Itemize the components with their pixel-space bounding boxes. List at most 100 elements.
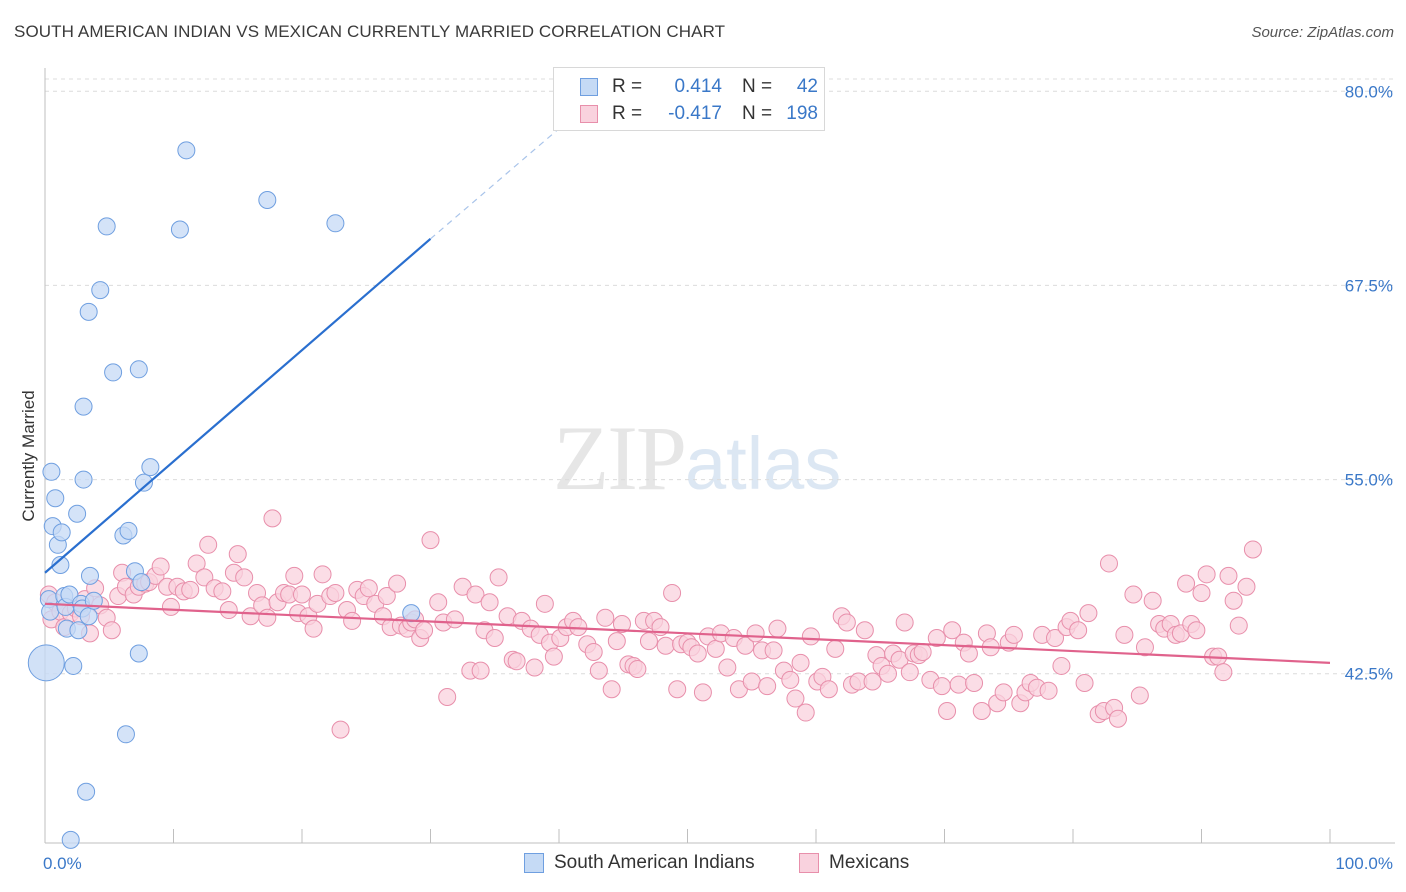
mexicans-point bbox=[326, 583, 345, 602]
mexicans-point bbox=[151, 557, 170, 576]
south-american-indians-point bbox=[68, 504, 87, 523]
south-american-indians-point bbox=[74, 397, 93, 416]
legend-item-mexicans[interactable]: Mexicans bbox=[799, 852, 909, 874]
mexicans-point bbox=[377, 587, 396, 606]
r-value: -0.417 bbox=[668, 103, 722, 124]
y-tick-label: 67.5% bbox=[1345, 276, 1393, 295]
legend-swatch-pink bbox=[580, 105, 598, 123]
mexicans-point bbox=[1004, 625, 1023, 644]
mexicans-point bbox=[628, 660, 647, 679]
mexicans-point bbox=[480, 593, 499, 612]
mexicans-point bbox=[791, 653, 810, 672]
mexicans-point bbox=[525, 658, 544, 677]
mexicans-point bbox=[994, 683, 1013, 702]
south-american-indians-point bbox=[41, 602, 60, 621]
mexicans-point bbox=[313, 565, 332, 584]
south-american-indians-point bbox=[119, 521, 138, 540]
mexicans-point bbox=[612, 615, 631, 634]
legend-row-mexicans: R = -0.417 N = 198 bbox=[554, 101, 818, 127]
r-label: R = bbox=[612, 76, 643, 97]
mexicans-point bbox=[589, 661, 608, 680]
mexicans-point bbox=[285, 566, 304, 585]
mexicans-point bbox=[1124, 585, 1143, 604]
south-american-indians-point bbox=[97, 217, 116, 236]
n-label: N = bbox=[742, 103, 773, 124]
mexicans-point bbox=[656, 636, 675, 655]
mexicans-point bbox=[949, 675, 968, 694]
south-american-indians-point bbox=[170, 220, 189, 239]
mexicans-point bbox=[228, 545, 247, 564]
mexicans-point bbox=[913, 642, 932, 661]
south-american-indians-points bbox=[27, 141, 421, 849]
mexicans-point bbox=[258, 608, 277, 627]
mexicans-point bbox=[235, 568, 254, 587]
mexicans-point bbox=[535, 594, 554, 613]
legend-label: South American Indians bbox=[554, 852, 755, 873]
mexicans-point bbox=[1046, 628, 1065, 647]
mexicans-point bbox=[1243, 540, 1262, 559]
mexicans-point bbox=[415, 621, 434, 640]
mexicans-point bbox=[438, 688, 457, 707]
mexicans-point bbox=[972, 701, 991, 720]
mexicans-point bbox=[1069, 621, 1088, 640]
source-label: Source: ZipAtlas.com bbox=[1251, 24, 1394, 41]
mexicans-point bbox=[1229, 616, 1248, 635]
mexicans-point bbox=[938, 701, 957, 720]
mexicans-point bbox=[781, 670, 800, 689]
south-american-indians-trendline-extension bbox=[430, 128, 560, 240]
mexicans-point bbox=[796, 703, 815, 722]
mexicans-point bbox=[471, 661, 490, 680]
watermark-atlas: atlas bbox=[685, 422, 842, 505]
mexicans-point bbox=[663, 583, 682, 602]
axes bbox=[44, 68, 1395, 844]
south-american-indians-point bbox=[79, 302, 98, 321]
mexicans-point bbox=[1219, 566, 1238, 585]
mexicans-point bbox=[1197, 565, 1216, 584]
south-american-indians-point bbox=[258, 191, 277, 210]
south-american-indians-trendline bbox=[44, 238, 432, 574]
south-american-indians-point bbox=[80, 566, 99, 585]
mexicans-point bbox=[863, 672, 882, 691]
mexicans-point bbox=[1052, 656, 1071, 675]
mexicans-point bbox=[1115, 625, 1134, 644]
mexicans-point bbox=[764, 641, 783, 660]
mexicans-point bbox=[959, 644, 978, 663]
mexicans-point bbox=[1108, 709, 1127, 728]
y-axis-label: Currently Married bbox=[19, 390, 38, 521]
mexicans-point bbox=[786, 689, 805, 708]
south-american-indians-point bbox=[69, 621, 88, 640]
south-american-indians-point bbox=[61, 830, 80, 849]
mexicans-points bbox=[39, 509, 1262, 739]
mexicans-point bbox=[596, 608, 615, 627]
mexicans-point bbox=[421, 531, 440, 550]
mexicans-point bbox=[688, 644, 707, 663]
south-american-indians-point bbox=[42, 462, 61, 481]
mexicans-point bbox=[161, 597, 180, 616]
mexicans-point bbox=[746, 624, 765, 643]
mexicans-point bbox=[1075, 674, 1094, 693]
mexicans-point bbox=[1224, 591, 1243, 610]
mexicans-point bbox=[507, 652, 526, 671]
south-american-indians-point bbox=[129, 644, 148, 663]
watermark-zip: ZIP bbox=[553, 407, 687, 509]
south-american-indians-point bbox=[326, 214, 345, 233]
series-legend: South American Indians Mexicans bbox=[0, 852, 1406, 878]
legend-row-south-american-indians: R = 0.414 N = 42 bbox=[554, 74, 818, 100]
mexicans-point bbox=[1135, 638, 1154, 657]
tick-labels: 42.5% 55.0% 67.5% 80.0% 0.0% 100.0% bbox=[43, 82, 1393, 873]
south-american-indians-point bbox=[134, 473, 153, 492]
mexicans-point bbox=[187, 554, 206, 573]
south-american-indians-point bbox=[104, 363, 123, 382]
south-american-indians-point bbox=[79, 607, 98, 626]
mexicans-point bbox=[758, 677, 777, 696]
mexicans-point bbox=[445, 610, 464, 629]
mexicans-point bbox=[1177, 574, 1196, 593]
mexicans-point bbox=[331, 720, 350, 739]
mexicans-point bbox=[693, 683, 712, 702]
mexicans-point bbox=[932, 677, 951, 696]
mexicans-point bbox=[819, 680, 838, 699]
mexicans-point bbox=[1143, 591, 1162, 610]
legend-swatch-blue bbox=[580, 78, 598, 96]
mexicans-point bbox=[359, 579, 378, 598]
legend-item-south-american-indians[interactable]: South American Indians bbox=[524, 852, 755, 874]
